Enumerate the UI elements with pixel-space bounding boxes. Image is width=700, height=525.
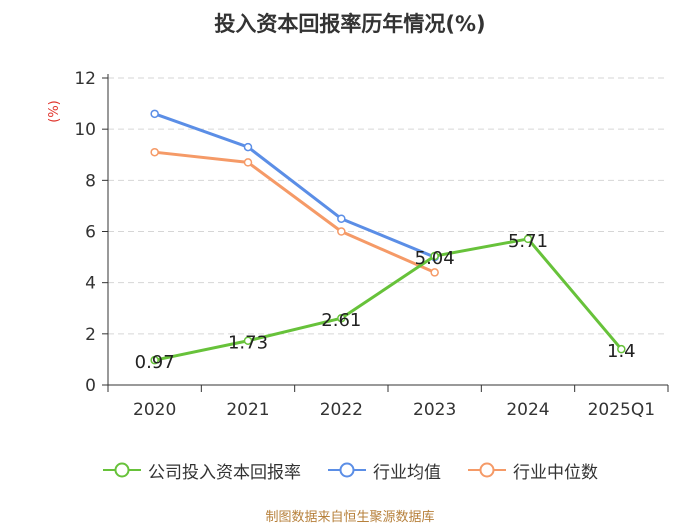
data-label: 2.61 bbox=[321, 310, 361, 331]
data-label: 1.4 bbox=[607, 341, 636, 362]
y-tick-label: 2 bbox=[85, 325, 96, 345]
x-tick-label: 2024 bbox=[506, 400, 549, 420]
series-line bbox=[154, 237, 623, 362]
data-point bbox=[617, 344, 626, 354]
legend-line-marker-icon bbox=[103, 462, 141, 478]
data-point bbox=[243, 142, 253, 152]
legend-line-marker-icon bbox=[328, 462, 366, 478]
data-point bbox=[430, 251, 439, 261]
y-tick-label: 10 bbox=[74, 120, 96, 140]
data-point bbox=[430, 268, 439, 277]
data-label: 1.73 bbox=[228, 333, 268, 354]
y-tick-label: 4 bbox=[85, 274, 96, 294]
legend-label: 行业中位数 bbox=[513, 462, 598, 483]
chart-title: 投入资本回报率历年情况(%) bbox=[214, 12, 486, 36]
x-tick-label: 2025Q1 bbox=[588, 400, 655, 420]
series-line bbox=[154, 150, 436, 274]
source-note: 制图数据来自恒生聚源数据库 bbox=[265, 510, 435, 525]
legend-label: 行业均值 bbox=[373, 462, 441, 483]
data-point bbox=[337, 214, 346, 223]
legend-label: 公司投入资本回报率 bbox=[148, 462, 301, 483]
data-point bbox=[243, 158, 253, 167]
line-chart: 0 2 4 6 8 10 12 2020 2021 2022 2023 2024 2025Q1 (%) 0.… bbox=[47, 69, 669, 420]
legend-line-marker-icon bbox=[468, 462, 506, 478]
data-label: 5.04 bbox=[415, 248, 455, 269]
y-tick-label: 8 bbox=[85, 171, 96, 191]
y-tick-label: 6 bbox=[85, 223, 96, 243]
y-tick-label: 0 bbox=[85, 376, 96, 396]
x-tick-label: 2022 bbox=[320, 400, 363, 420]
data-point bbox=[150, 355, 159, 365]
data-point bbox=[523, 234, 533, 244]
data-point bbox=[150, 109, 159, 119]
data-label: 0.97 bbox=[135, 352, 175, 373]
data-point bbox=[150, 147, 159, 157]
data-label: 5.71 bbox=[508, 231, 548, 252]
legend-item-industry-median[interactable]: 行业中位数 bbox=[467, 458, 598, 483]
x-tick-label: 2021 bbox=[226, 400, 269, 420]
x-tick-label: 2020 bbox=[133, 400, 176, 420]
legend-item-industry-mean[interactable]: 行业均值 bbox=[327, 458, 441, 483]
y-axis-label: (%) bbox=[47, 100, 62, 123]
data-point bbox=[337, 313, 346, 323]
x-tick-label: 2023 bbox=[413, 400, 456, 420]
legend: 公司投入资本回报率 行业均值 行业中位数 bbox=[0, 457, 700, 483]
data-point bbox=[337, 227, 346, 236]
y-tick-label: 12 bbox=[74, 69, 96, 89]
data-point bbox=[243, 336, 253, 345]
series-line bbox=[154, 112, 436, 259]
legend-item-company-roic[interactable]: 公司投入资本回报率 bbox=[102, 458, 301, 483]
